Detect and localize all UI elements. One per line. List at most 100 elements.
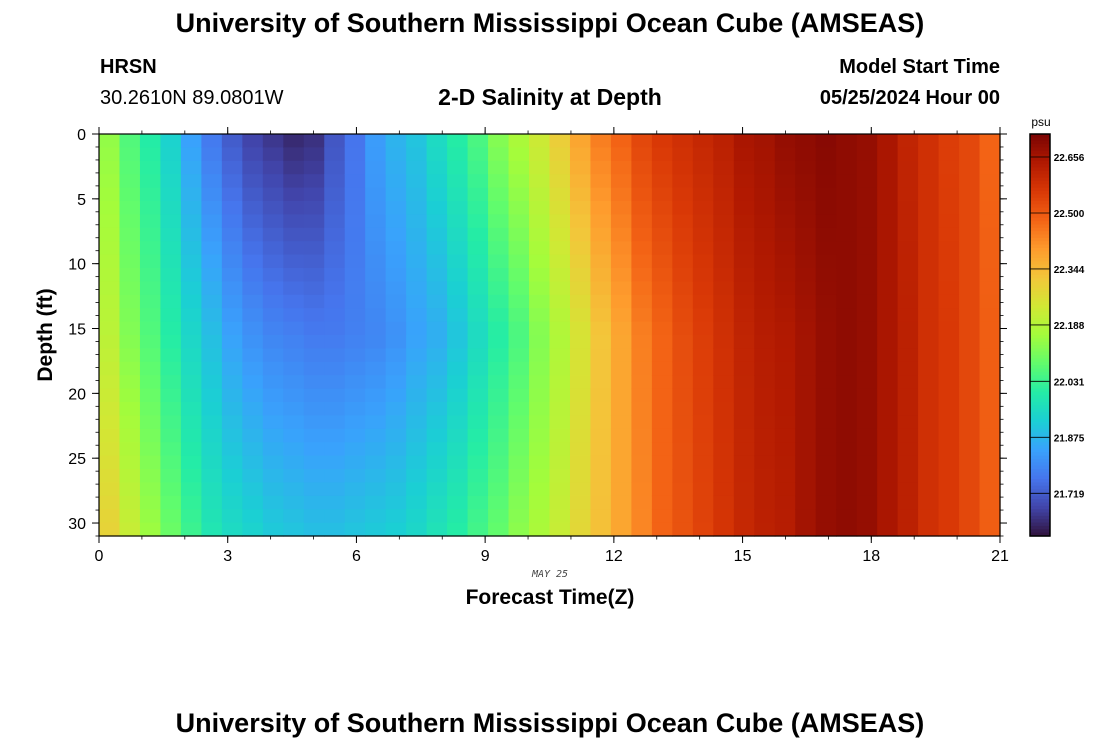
- heatmap-cell: [569, 509, 592, 524]
- heatmap-cell: [938, 321, 960, 336]
- heatmap-cell: [529, 455, 551, 470]
- heatmap-cell: [918, 415, 940, 430]
- heatmap-cell: [590, 388, 612, 403]
- heatmap-cell: [651, 482, 673, 497]
- heatmap-cell: [918, 361, 940, 376]
- heatmap-cell: [242, 348, 264, 363]
- heatmap-cell: [569, 361, 592, 376]
- heatmap-cell: [590, 227, 612, 242]
- heatmap-cell: [180, 308, 202, 323]
- heatmap-cell: [488, 361, 510, 376]
- heatmap-cell: [242, 469, 264, 483]
- heatmap-cell: [365, 482, 387, 497]
- colorbar-segment: [1030, 174, 1050, 179]
- colorbar-segment: [1030, 395, 1050, 400]
- heatmap-cell: [139, 442, 162, 457]
- heatmap-cell: [795, 388, 817, 403]
- heatmap-cell: [221, 509, 243, 524]
- heatmap-cell: [283, 482, 305, 497]
- heatmap-cell: [836, 147, 858, 162]
- heatmap-cell: [139, 428, 162, 443]
- heatmap-cell: [549, 402, 571, 416]
- colorbar-segment: [1030, 268, 1050, 272]
- heatmap-cell: [713, 522, 735, 537]
- heatmap-cell: [447, 482, 469, 497]
- heatmap-cell: [590, 174, 612, 189]
- heatmap-cell: [529, 495, 551, 510]
- heatmap-cell: [365, 294, 387, 309]
- heatmap-cell: [160, 482, 182, 497]
- heatmap-cell: [242, 402, 264, 416]
- heatmap-cell: [365, 214, 387, 229]
- heatmap-cell: [221, 348, 243, 363]
- heatmap-cell: [508, 241, 530, 256]
- heatmap-cell: [610, 455, 633, 470]
- heatmap-cell: [488, 335, 510, 349]
- heatmap-cell: [897, 281, 919, 296]
- heatmap-cell: [99, 147, 121, 162]
- heatmap-cell: [426, 201, 448, 215]
- heatmap-cell: [488, 495, 510, 510]
- heatmap-cell: [979, 442, 1001, 457]
- colorbar-segment: [1030, 502, 1050, 507]
- heatmap-cell: [856, 201, 878, 215]
- heatmap-cell: [610, 214, 633, 229]
- colorbar-segment: [1030, 512, 1050, 517]
- y-tick-label: 20: [68, 386, 86, 403]
- heatmap-cell: [180, 294, 202, 309]
- heatmap-cell: [959, 294, 981, 309]
- heatmap-cell: [221, 375, 243, 390]
- heatmap-cell: [713, 281, 735, 296]
- heatmap-cell: [426, 509, 448, 524]
- heatmap-cell: [590, 308, 612, 323]
- heatmap-cell: [774, 254, 796, 269]
- heatmap-cell: [774, 134, 796, 148]
- heatmap-cell: [713, 201, 735, 215]
- heatmap-cell: [406, 187, 428, 202]
- heatmap-cell: [856, 281, 878, 296]
- heatmap-cell: [754, 442, 776, 457]
- heatmap-cell: [877, 308, 899, 323]
- heatmap-cell: [897, 375, 919, 390]
- colorbar-segment: [1030, 455, 1050, 460]
- heatmap-cell: [529, 509, 551, 524]
- heatmap-cell: [385, 469, 407, 483]
- heatmap-cell: [610, 442, 633, 457]
- heatmap-cell: [733, 254, 755, 269]
- heatmap-cell: [529, 482, 551, 497]
- heatmap-cell: [119, 281, 141, 296]
- heatmap-cell: [467, 160, 489, 175]
- heatmap-cell: [242, 415, 264, 430]
- heatmap-cell: [631, 241, 653, 256]
- colorbar-segment: [1030, 482, 1050, 487]
- heatmap-cell: [160, 254, 182, 269]
- heatmap-cell: [733, 361, 755, 376]
- heatmap-cell: [795, 254, 817, 269]
- heatmap-cell: [447, 187, 469, 202]
- heatmap-cell: [180, 147, 202, 162]
- heatmap-cell: [385, 348, 407, 363]
- heatmap-cell: [99, 308, 121, 323]
- heatmap-cell: [447, 241, 469, 256]
- heatmap-cell: [877, 335, 899, 349]
- heatmap-cell: [406, 241, 428, 256]
- heatmap-cell: [529, 388, 551, 403]
- heatmap-cell: [467, 388, 489, 403]
- heatmap-cell: [344, 495, 366, 510]
- heatmap-cell: [221, 455, 243, 470]
- page-title: University of Southern Mississippi Ocean…: [175, 8, 925, 38]
- heatmap-cell: [406, 201, 428, 215]
- heatmap-cell: [529, 227, 551, 242]
- colorbar-segment: [1030, 351, 1050, 356]
- heatmap-cell: [979, 361, 1001, 376]
- heatmap-cell: [733, 455, 755, 470]
- heatmap-cell: [979, 308, 1001, 323]
- heatmap-cell: [938, 254, 960, 269]
- colorbar-segment: [1030, 187, 1050, 192]
- heatmap-cell: [979, 348, 1001, 363]
- heatmap-cell: [590, 321, 612, 336]
- heatmap-cell: [365, 415, 387, 430]
- heatmap-cell: [713, 134, 735, 148]
- heatmap-cell: [467, 187, 489, 202]
- heatmap-cell: [508, 402, 530, 416]
